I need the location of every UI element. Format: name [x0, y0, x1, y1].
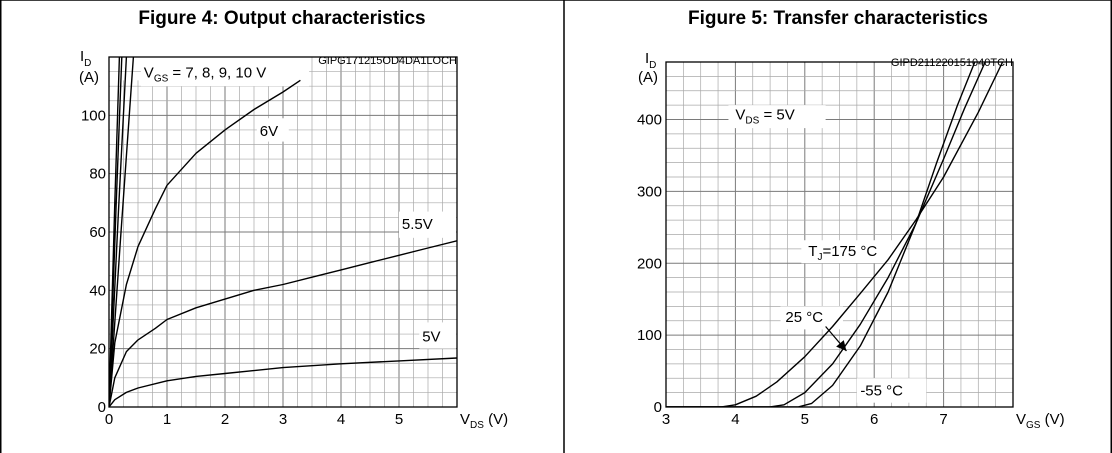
figure4-y-axis-unit: (A)	[79, 69, 99, 86]
figure4-y-tick-label: 0	[98, 399, 106, 416]
figure4-label-backdrop	[419, 322, 456, 349]
figure5-series-line	[666, 62, 986, 407]
figure4-x-tick-label: 5	[395, 411, 403, 428]
figure4-legend-backdrop	[140, 59, 310, 87]
figure5-x-tick-label: 6	[870, 411, 878, 428]
figure5-y-axis-symbol: ID	[645, 50, 656, 71]
figure4-5.5v-label: 5.5V	[402, 216, 433, 233]
figure5-annotations: VDS = 5V TJ=175 °C 25 °C -55 °C	[735, 107, 903, 400]
figure4-grid	[109, 57, 457, 407]
figure4-series-line	[109, 57, 123, 407]
figure5-grid	[666, 62, 1013, 407]
figure5-y-tick-label: 100	[637, 327, 662, 344]
figure4-label-backdrop	[256, 118, 289, 142]
figure5-minus55c-label: -55 °C	[860, 383, 903, 400]
figure4-x-tick-label: 3	[279, 411, 287, 428]
figure4-plot-frame	[108, 56, 458, 408]
figure5-y-tick-label: 400	[637, 112, 662, 129]
figure5-x-tick-label: 5	[801, 411, 809, 428]
figure4-title: Figure 4: Output characteristics	[138, 8, 425, 29]
figure4-x-tick-label: 2	[221, 411, 229, 428]
figure5-tick-labels: 3 4 5 6 7 0 100 200 300 400	[637, 112, 948, 429]
figure4-label-backdrop	[399, 211, 456, 238]
figure4-6v-label: 6V	[260, 123, 278, 140]
figure4-series	[109, 57, 457, 407]
figure5-x-tick-label: 3	[662, 411, 670, 428]
figure4-series-line	[109, 79, 301, 407]
figure5-title: Figure 5: Transfer characteristics	[688, 8, 988, 29]
figure4-series-line	[109, 240, 457, 407]
figure4-5v-label: 5V	[422, 328, 440, 345]
figure5-x-tick-label: 4	[731, 411, 739, 428]
figure4-y-axis-symbol: ID	[80, 48, 91, 69]
figure5-label-backdrop	[801, 240, 902, 264]
figure5-vds-annotation: VDS = 5V	[735, 107, 794, 127]
figure5-y-axis-unit: (A)	[638, 69, 658, 86]
figure5-label-backdrop	[856, 378, 927, 403]
figure4-series-line	[109, 57, 128, 407]
figure4-code: GIPG171215OD4DA1LOCH	[318, 55, 457, 67]
figure4-x-axis-label: VDS (V)	[460, 411, 508, 431]
figure4-y-tick-label: 20	[89, 341, 106, 358]
figure5-plot-frame	[665, 61, 1014, 408]
figure5-arrow-head	[836, 340, 847, 351]
figure5-tj175-label: TJ=175 °C	[808, 243, 877, 263]
figure4-y-tick-label: 60	[89, 224, 106, 241]
figure4-x-tick-label: 1	[163, 411, 171, 428]
figure5-series	[666, 62, 1004, 407]
figure4-series-line	[109, 57, 135, 407]
figure5-x-tick-label: 7	[939, 411, 947, 428]
figure4-annotations: VGS = 7, 8, 9, 10 V 6V 5.5V 5V	[144, 64, 441, 345]
figure4-y-tick-label: 80	[89, 166, 106, 183]
figure5-y-tick-label: 300	[637, 183, 662, 200]
figure5-x-axis-label: VGS (V)	[1016, 411, 1065, 431]
figure5-chart: 3 4 5 6 7 0 100 200 300 400 GIPD211220151040TCH I…	[637, 50, 1065, 431]
figure4-y-tick-label: 40	[89, 282, 106, 299]
figure4-y-tick-label: 100	[81, 107, 106, 124]
figure4-vgs-annotation: VGS = 7, 8, 9, 10 V	[144, 64, 266, 84]
figure4-x-tick-label: 0	[105, 411, 113, 428]
figure5-label-backdrop	[780, 306, 843, 330]
figure5-y-tick-label: 200	[637, 255, 662, 272]
figure5-25c-label: 25 °C	[785, 309, 823, 326]
figure5-label-backdrop	[728, 105, 826, 129]
figure5-code: GIPD211220151040TCH	[891, 57, 1013, 69]
figure5-series-line	[666, 62, 976, 407]
figure4-tick-labels: 0 1 2 3 4 5 0 20 40 60 80 100	[81, 107, 403, 428]
figure5-series-line	[666, 62, 1004, 407]
figure4-x-tick-label: 4	[337, 411, 345, 428]
figure5-y-tick-label: 0	[654, 399, 662, 416]
figure4-series-line	[109, 357, 457, 407]
